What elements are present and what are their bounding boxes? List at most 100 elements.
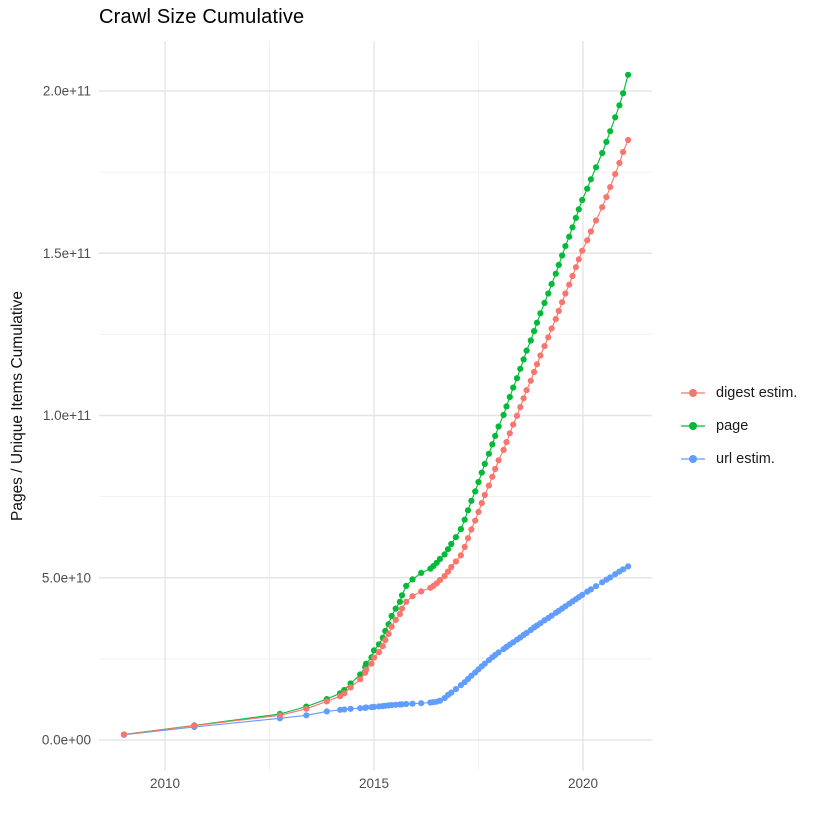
legend-item-url-estim: url estim. (680, 442, 797, 475)
data-point (531, 368, 538, 376)
data-point (370, 647, 378, 654)
data-point (385, 630, 392, 638)
data-point (520, 356, 527, 363)
data-point (584, 185, 591, 192)
legend-item-page: page (680, 409, 797, 442)
data-point (323, 698, 330, 705)
data-point (523, 387, 530, 394)
data-point (418, 588, 425, 595)
data-point (495, 457, 502, 464)
data-point (485, 450, 492, 457)
data-point (545, 334, 552, 341)
legend: digest estim. page url estim. (680, 376, 797, 475)
data-point (500, 411, 507, 418)
data-point (485, 482, 492, 489)
data-point (559, 299, 566, 306)
data-point (403, 582, 410, 590)
data-point (347, 705, 354, 712)
series-digest-estim (120, 136, 632, 738)
legend-label: url estim. (716, 450, 775, 467)
data-point (506, 430, 513, 437)
data-point (475, 508, 482, 515)
data-point (575, 206, 582, 213)
legend-label: page (716, 417, 749, 434)
data-point (392, 616, 399, 624)
series-line (123, 139, 629, 736)
data-point (357, 705, 364, 712)
data-point (409, 593, 416, 600)
data-point (276, 712, 283, 719)
data-point (347, 684, 354, 691)
data-point (398, 605, 406, 612)
data-point (566, 233, 573, 240)
data-point (592, 164, 600, 171)
data-point (475, 478, 482, 486)
data-point (533, 361, 541, 368)
data-point (191, 722, 198, 729)
data-point (418, 569, 425, 577)
data-point (370, 654, 378, 661)
data-point (625, 136, 632, 144)
data-point (584, 237, 591, 244)
data-point (495, 649, 502, 656)
data-point (464, 507, 472, 514)
y-tick-label: 0.0e+00 (42, 733, 91, 748)
data-point (481, 460, 488, 467)
legend-label: digest estim. (716, 384, 798, 401)
data-point (418, 700, 425, 707)
data-point (478, 500, 485, 507)
axis-tick-labels: 0.0e+00 5.0e+10 1.0e+11 1.5e+11 2.0e+11 2010 2… (42, 84, 598, 792)
y-tick-label: 1.5e+11 (43, 246, 91, 261)
series-url-estim (120, 563, 632, 738)
data-point (368, 660, 375, 667)
data-point (357, 676, 364, 683)
data-point (517, 365, 524, 372)
data-point (303, 712, 310, 719)
y-tick-label: 1.0e+11 (43, 408, 91, 423)
data-point (489, 441, 496, 448)
data-point (489, 473, 496, 480)
data-point (517, 404, 524, 411)
data-point (448, 563, 455, 571)
data-point (569, 272, 576, 280)
data-point (607, 128, 614, 135)
data-point (448, 540, 455, 548)
data-point (436, 555, 444, 563)
data-point (448, 689, 455, 696)
data-point (616, 102, 623, 109)
data-point (375, 649, 383, 656)
data-point (562, 243, 569, 250)
data-point (579, 196, 586, 204)
data-point (396, 611, 403, 618)
data-point (533, 319, 541, 326)
series-page (120, 71, 632, 738)
data-point (323, 708, 330, 715)
data-point (566, 281, 573, 288)
data-point (579, 591, 586, 599)
data-point (492, 465, 499, 473)
data-point (441, 551, 448, 558)
gridlines-major (99, 41, 652, 771)
data-point (548, 325, 555, 332)
data-point (603, 138, 610, 145)
data-point (370, 703, 378, 711)
data-point (625, 563, 632, 570)
data-point (500, 446, 507, 453)
data-point (409, 700, 416, 707)
data-point (363, 666, 370, 673)
data-point (559, 252, 566, 259)
legend-key-dot (689, 454, 697, 463)
x-tick-label: 2010 (150, 776, 180, 791)
data-point (472, 517, 479, 524)
data-point (457, 526, 464, 533)
data-point (495, 423, 502, 430)
data-point (572, 264, 580, 271)
data-point (569, 224, 576, 231)
data-point (548, 281, 555, 288)
data-point (472, 488, 479, 495)
data-point (436, 576, 444, 584)
data-point (481, 660, 488, 667)
data-point (527, 377, 534, 384)
